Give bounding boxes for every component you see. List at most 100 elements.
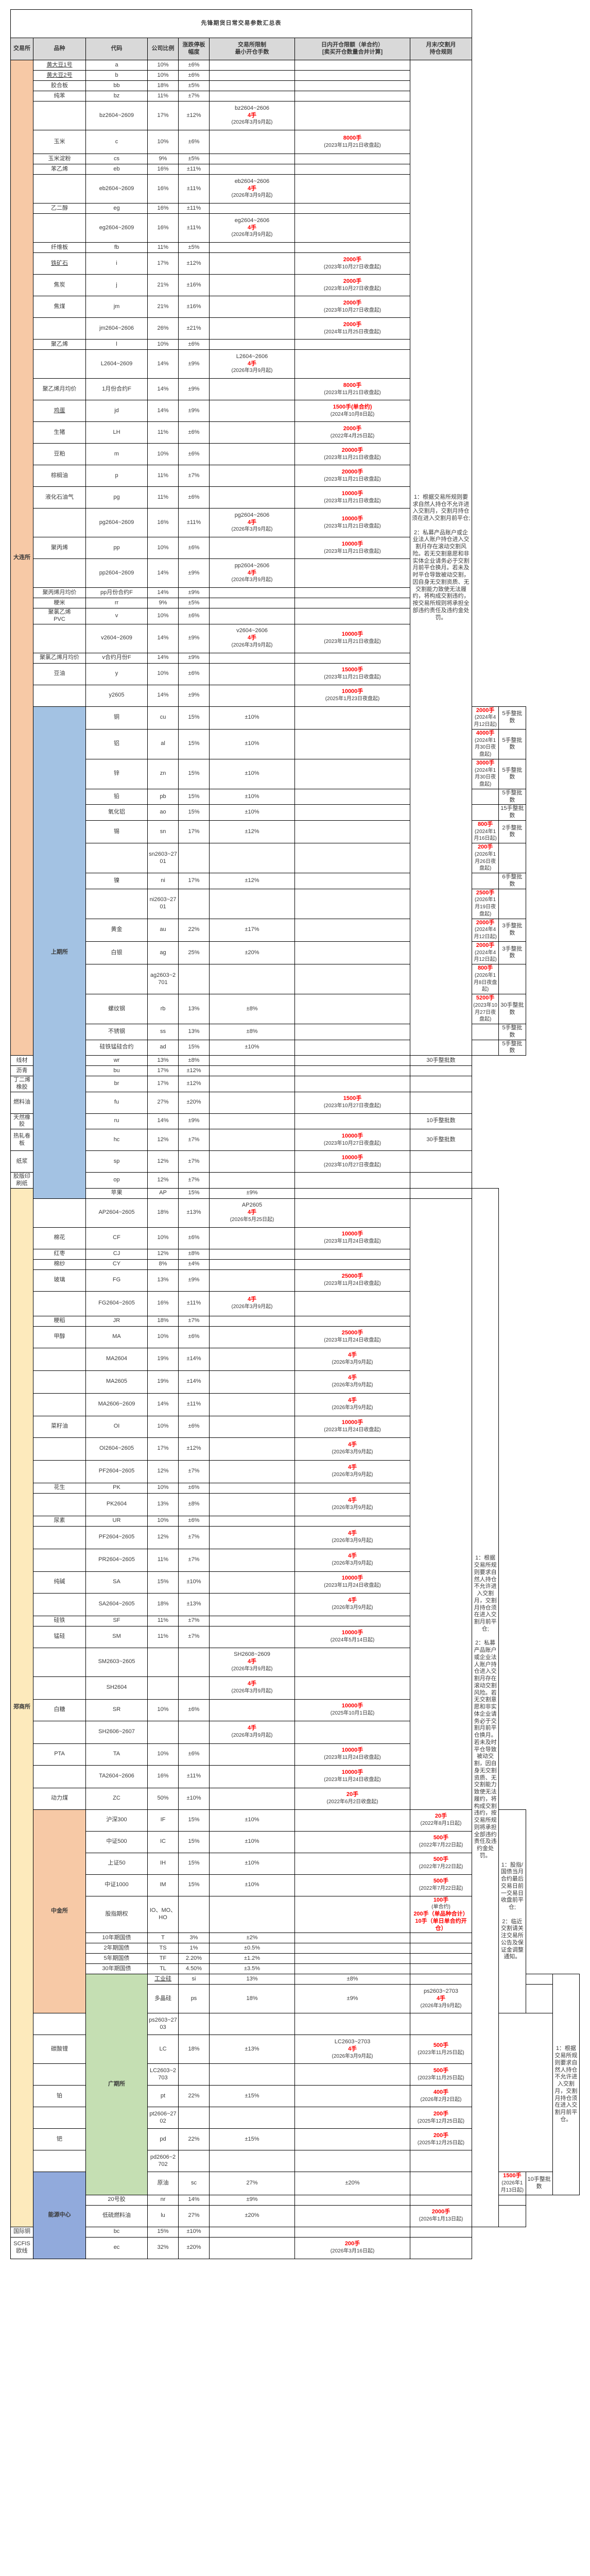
min-lots-cell (209, 400, 295, 422)
min-lots-cell (294, 1874, 410, 1896)
product-cell: 尿素 (33, 1515, 86, 1527)
limit-cell: ±15% (209, 2085, 295, 2108)
ratio-cell: 17% (147, 101, 179, 130)
ratio-cell: 27% (178, 2205, 210, 2227)
min-lots-cell (209, 1515, 295, 1527)
month-end-cell: 15手整批数 (498, 804, 526, 821)
intraday-limit-cell (471, 1024, 499, 1040)
table-row: SM2603~2605 SH2608~2609 4手 (2026年3月9月起) (11, 1647, 580, 1677)
min-lots-cell: 4手 (2026年3月9月起) (209, 1720, 295, 1744)
min-lots-cell (294, 2085, 410, 2108)
intraday-limit-cell: 3000手 (2024年1月30日夜盘起) (471, 758, 499, 789)
min-lots-cell (209, 1227, 295, 1249)
ratio-cell: 10% (147, 1227, 179, 1249)
table-row: ni2603~2701 2500手 (2026年1月19日夜盘起) (11, 888, 580, 919)
table-row: PK2604 13% ±8% 4手 (2026年3月9月起) (11, 1493, 580, 1516)
table-row: OI2604~2605 17% ±12% 4手 (2026年3月9月起) (11, 1437, 580, 1461)
ratio-cell: 17% (147, 1065, 179, 1076)
code-cell: FG2604~2605 (85, 1291, 148, 1316)
min-lots-cell (294, 706, 410, 730)
code-cell: pb (147, 788, 179, 805)
min-lots-cell (294, 804, 410, 821)
limit-cell: ±10% (209, 788, 295, 805)
code-cell: pp月份合约F (85, 587, 148, 598)
limit-cell: ±5% (178, 598, 210, 608)
min-lots-cell (294, 2128, 410, 2151)
month-end-cell: 2手整批数 (498, 820, 526, 844)
intraday-limit-cell: 10000手 (2023年10月27日夜盘起) (294, 1150, 410, 1173)
ratio-cell: 10% (147, 1699, 179, 1721)
code-cell: ru (85, 1113, 148, 1129)
table-row: 棉花 CF 10% ±6% 10000手 (2023年11月24日收盘起) (11, 1227, 580, 1249)
table-row: 纯苯 bz 11% ±7% (11, 91, 580, 101)
code-cell: MA2606~2609 (85, 1393, 148, 1416)
code-cell: SF (85, 1615, 148, 1626)
product-cell: 2年期国债 (85, 1943, 148, 1954)
intraday-limit-cell: 10000手 (2023年11月24日收盘起) (294, 1571, 410, 1594)
limit-cell: ±9% (178, 378, 210, 400)
exchange-cell: 大连所 (10, 60, 33, 1056)
limit-cell: ±5% (178, 154, 210, 164)
intraday-limit-cell (294, 164, 410, 175)
ratio-cell: 13% (178, 1024, 210, 1040)
limit-cell: ±14% (178, 1370, 210, 1394)
limit-cell: ±6% (178, 1743, 210, 1766)
exchange-cell: 上期所 (33, 706, 86, 1199)
min-lots-cell (209, 1765, 295, 1788)
col-exchange: 交易所 (10, 38, 33, 60)
ratio-cell: 10% (147, 608, 179, 624)
product-cell: 甲醇 (33, 1326, 86, 1348)
table-row: L2604~2609 14% ±9% L2604~2606 4手 (2026年3月9月起) (11, 349, 580, 379)
table-row: 焦炭 j 21% ±16% 2000手 (2023年10月27日收盘起) (11, 274, 580, 296)
intraday-limit-cell (294, 91, 410, 101)
ratio-cell: 16% (147, 1765, 179, 1788)
table-row: sn2603~2701 200手 (2026年1月26日夜盘起) (11, 843, 580, 873)
intraday-limit-cell: 10000手 (2023年10月27日夜盘起) (294, 1129, 410, 1151)
table-row: 棕榈油 p 11% ±7% 20000手 (2023年11月21日收盘起) (11, 465, 580, 487)
month-end-cell (498, 2194, 526, 2206)
ratio-cell: 15% (178, 788, 210, 805)
table-row: FG2604~2605 16% ±11% 4手 (2026年3月9月起) (11, 1291, 580, 1316)
code-cell: ag2603~2701 (147, 964, 179, 994)
product-cell: 股指期权 (85, 1895, 148, 1934)
product-cell: 铅 (85, 788, 148, 805)
intraday-limit-cell: 25000手 (2023年11月24日收盘起) (294, 1326, 410, 1348)
intraday-limit-cell: 10000手 (2023年11月24日收盘起) (294, 1743, 410, 1766)
limit-cell: ±9% (178, 652, 210, 664)
table-row: ag2603~2701 800手 (2026年1月8日夜盘起) (11, 964, 580, 994)
ratio-cell: 14% (147, 1393, 179, 1416)
ratio-cell: 22% (178, 2128, 210, 2151)
min-lots-cell (209, 537, 295, 559)
ratio-cell: 15% (178, 1809, 210, 1832)
month-end-cell: 30手整批数 (498, 994, 526, 1024)
table-row: 上证50 IH 15% ±10% 500手 (2022年7月22日起) (11, 1852, 580, 1875)
col-limit-range: 涨跌停板 幅度 (178, 38, 210, 60)
limit-cell: ±7% (178, 1150, 210, 1173)
ratio-cell: 14% (147, 378, 179, 400)
min-lots-cell (209, 1347, 295, 1371)
month-end-cell (498, 843, 526, 873)
min-lots-cell (294, 1024, 410, 1040)
min-lots-cell (294, 1039, 410, 1056)
ratio-cell: 2.20% (178, 1953, 210, 1964)
product-cell: 沪深300 (85, 1809, 148, 1832)
limit-cell: ±10% (178, 1787, 210, 1810)
limit-cell: ±13% (178, 1198, 210, 1228)
ratio-cell: 15% (178, 1831, 210, 1853)
product-cell (33, 1765, 86, 1788)
code-cell: TL (147, 1963, 179, 1975)
product-cell: 原油 (147, 2172, 179, 2195)
limit-cell: ±12% (178, 101, 210, 130)
limit-cell: ±9% (178, 1113, 210, 1129)
min-lots-cell: 4手 (2026年3月9月起) (209, 1676, 295, 1700)
ratio-cell: 14% (147, 623, 179, 653)
ratio-cell: 18% (147, 1315, 179, 1327)
limit-cell: ±9% (178, 623, 210, 653)
intraday-limit-cell: 5200手 (2023年10月27日夜盘起) (471, 994, 499, 1024)
ratio-cell: 16% (147, 203, 179, 214)
product-cell (33, 1347, 86, 1371)
min-lots-cell (294, 843, 410, 873)
ratio-cell: 10% (147, 60, 179, 71)
intraday-limit-cell (294, 213, 410, 243)
intraday-limit-cell: 20000手 (2023年11月21日收盘起) (294, 465, 410, 487)
